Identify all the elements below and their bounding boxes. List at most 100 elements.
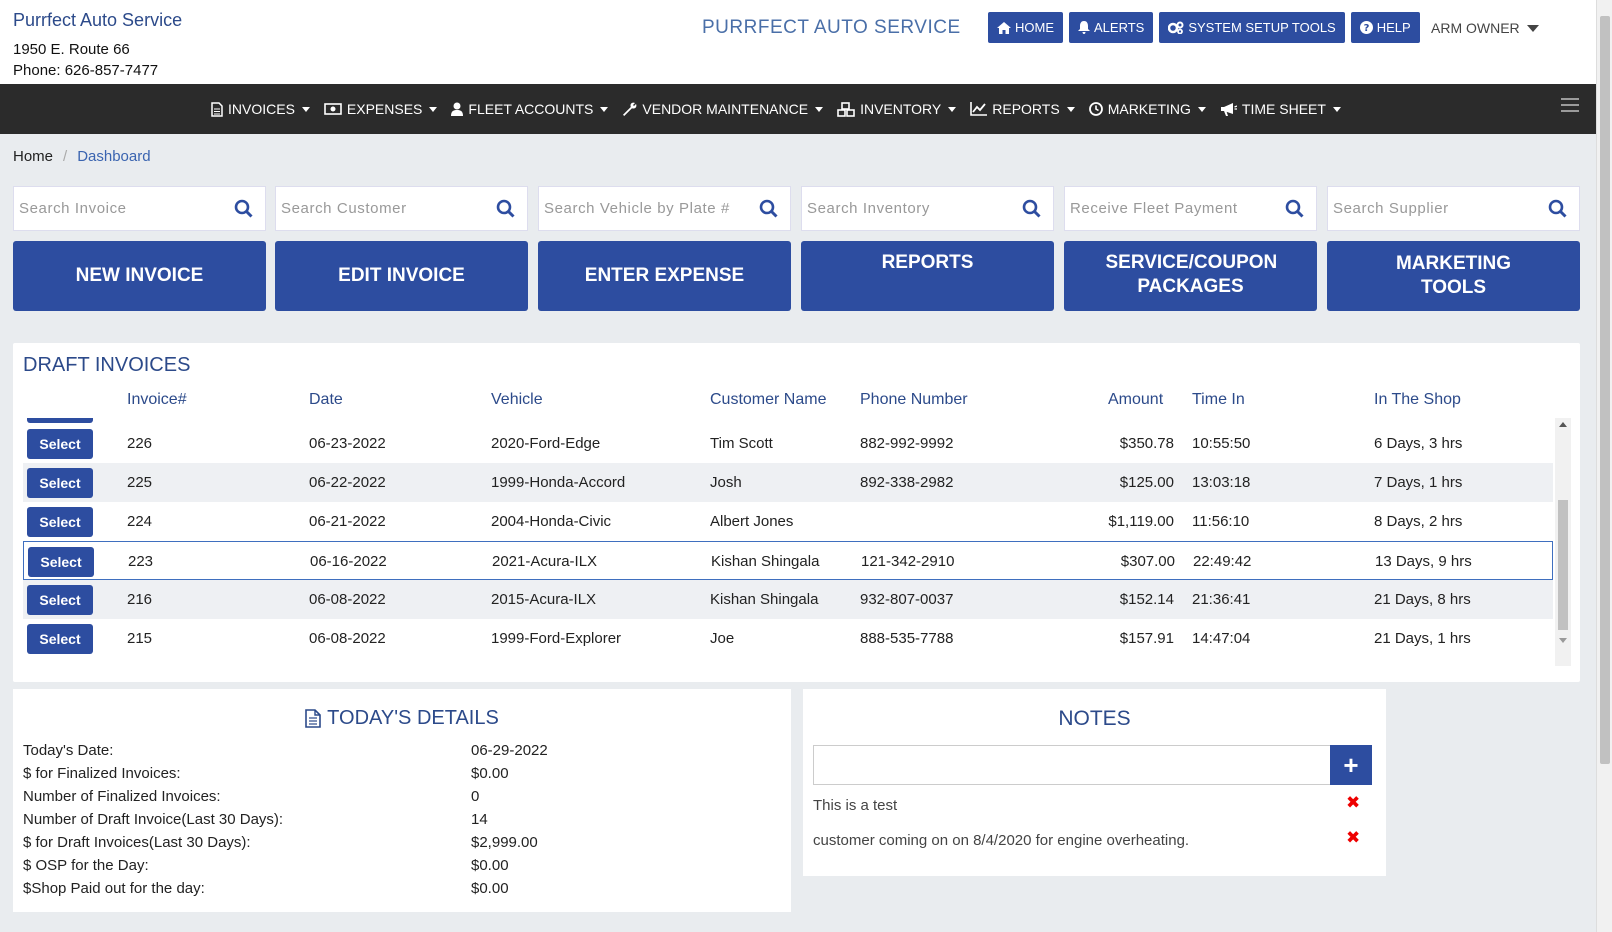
file-icon: [211, 101, 223, 117]
detail-label: Today's Date:: [23, 742, 114, 759]
nav-reports-label: REPORTS: [992, 101, 1060, 117]
search-icon[interactable]: [1548, 199, 1567, 218]
edit-invoice-label: EDIT INVOICE: [338, 265, 465, 286]
select-button[interactable]: Select: [27, 585, 93, 615]
cell-phone: 888-535-7788: [860, 630, 954, 647]
cell-time-in: 22:49:42: [1193, 553, 1252, 570]
new-invoice-button[interactable]: NEW INVOICE: [13, 241, 266, 311]
select-button[interactable]: Select: [27, 468, 93, 498]
cell-in-shop: 8 Days, 2 hrs: [1374, 513, 1463, 530]
help-button[interactable]: ? HELP: [1350, 12, 1420, 43]
note-input[interactable]: [813, 745, 1334, 785]
nav-expenses[interactable]: EXPENSES: [324, 101, 438, 117]
table-row[interactable]: Select 225 06-22-2022 1999-Honda-Accord …: [23, 463, 1553, 502]
cell-customer: Albert Jones: [710, 513, 794, 530]
system-setup-button[interactable]: SYSTEM SETUP TOOLS: [1159, 12, 1345, 43]
search-customer-input[interactable]: [276, 200, 491, 217]
question-circle-icon: ?: [1359, 21, 1373, 34]
nav-fleet-accounts[interactable]: FLEET ACCOUNTS: [451, 101, 609, 117]
page-scrollbar[interactable]: [1596, 0, 1612, 932]
cell-customer: Kishan Shingala: [710, 591, 819, 608]
cell-phone: 892-338-2982: [860, 474, 954, 491]
marketing-tools-button[interactable]: MARKETING TOOLS: [1327, 241, 1580, 311]
table-row[interactable]: Select 226 06-23-2022 2020-Ford-Edge Tim…: [23, 424, 1553, 463]
company-phone: Phone: 626-857-7477: [13, 62, 159, 79]
breadcrumb-separator: /: [63, 148, 68, 165]
cell-invoice: 223: [128, 553, 154, 570]
home-button[interactable]: HOME: [988, 12, 1063, 43]
delete-note-icon[interactable]: ✖: [1346, 828, 1361, 847]
column-header-vehicle: Vehicle: [491, 391, 543, 408]
bell-icon: [1078, 21, 1090, 34]
search-icon[interactable]: [759, 199, 778, 218]
nav-marketing[interactable]: MARKETING: [1088, 101, 1206, 117]
search-icon[interactable]: [234, 199, 253, 218]
table-scrollbar[interactable]: [1555, 418, 1571, 666]
breadcrumb-home[interactable]: Home: [13, 148, 54, 165]
user-menu[interactable]: ARM OWNER: [1431, 20, 1539, 36]
nav-time-sheet[interactable]: TIME SHEET: [1220, 101, 1341, 117]
table-row[interactable]: Select 224 06-21-2022 2004-Honda-Civic A…: [23, 502, 1553, 541]
nav-inventory[interactable]: INVENTORY: [837, 101, 957, 117]
select-button[interactable]: Select: [28, 547, 94, 577]
select-button-partial[interactable]: [27, 418, 93, 423]
scroll-down-icon[interactable]: [1559, 638, 1567, 643]
enter-expense-button[interactable]: ENTER EXPENSE: [538, 241, 791, 311]
nav-reports[interactable]: REPORTS: [970, 101, 1075, 117]
search-invoice-box: [13, 186, 266, 231]
cell-date: 06-16-2022: [310, 553, 387, 570]
nav-vendor-maintenance[interactable]: VENDOR MAINTENANCE: [622, 101, 824, 117]
detail-value: $2,999.00: [471, 834, 538, 851]
search-invoice-input[interactable]: [14, 200, 229, 217]
search-icon[interactable]: [1022, 199, 1041, 218]
hamburger-menu-icon[interactable]: [1561, 98, 1579, 116]
add-note-button[interactable]: +: [1330, 745, 1372, 785]
search-vehicle-input[interactable]: [539, 200, 754, 217]
help-label: HELP: [1376, 20, 1411, 35]
nav-invoices[interactable]: INVOICES: [211, 101, 310, 117]
top-buttons: HOME ALERTS SYSTEM SETUP TOOLS ? HELP: [988, 12, 1420, 43]
detail-value: $0.00: [471, 857, 509, 874]
select-button[interactable]: Select: [27, 429, 93, 459]
caret-down-icon: [1332, 106, 1341, 112]
table-row-selected[interactable]: Select 223 06-16-2022 2021-Acura-ILX Kis…: [23, 541, 1553, 580]
search-supplier-input[interactable]: [1328, 200, 1543, 217]
column-header-amount: Amount: [1108, 391, 1164, 408]
search-icon[interactable]: [496, 199, 515, 218]
cell-amount: $1,119.00: [1108, 513, 1174, 530]
select-button[interactable]: Select: [27, 624, 93, 654]
detail-label: Number of Draft Invoice(Last 30 Days):: [23, 811, 284, 828]
table-row[interactable]: Select 215 06-08-2022 1999-Ford-Explorer…: [23, 619, 1553, 658]
column-header-in-shop: In The Shop: [1374, 391, 1461, 408]
search-inventory-input[interactable]: [802, 200, 1017, 217]
cell-invoice: 216: [127, 591, 153, 608]
cell-vehicle: 2004-Honda-Civic: [491, 513, 612, 530]
cell-date: 06-21-2022: [309, 513, 386, 530]
fleet-payment-input[interactable]: [1065, 200, 1280, 217]
cell-customer: Tim Scott: [710, 435, 773, 452]
cell-amount: $152.14: [1119, 591, 1174, 608]
search-icon[interactable]: [1285, 199, 1304, 218]
reports-button[interactable]: REPORTS: [801, 241, 1054, 311]
scroll-up-icon[interactable]: [1559, 422, 1567, 427]
draft-invoices-title: DRAFT INVOICES: [23, 354, 191, 376]
cell-in-shop: 6 Days, 3 hrs: [1374, 435, 1463, 452]
search-supplier-box: [1327, 186, 1580, 231]
system-setup-label: SYSTEM SETUP TOOLS: [1188, 20, 1336, 35]
delete-note-icon[interactable]: ✖: [1346, 793, 1361, 812]
user-name: ARM OWNER: [1431, 20, 1520, 36]
nav-inventory-label: INVENTORY: [860, 101, 942, 117]
cell-in-shop: 21 Days, 1 hrs: [1374, 630, 1471, 647]
cell-phone: 121-342-2910: [861, 553, 955, 570]
detail-label: $ for Finalized Invoices:: [23, 765, 181, 782]
caret-down-icon: [1197, 106, 1206, 112]
cell-amount: $350.78: [1119, 435, 1174, 452]
scrollbar-thumb[interactable]: [1558, 500, 1568, 630]
select-button[interactable]: Select: [27, 507, 93, 537]
table-row[interactable]: Select 216 06-08-2022 2015-Acura-ILX Kis…: [23, 580, 1553, 619]
new-invoice-label: NEW INVOICE: [75, 265, 204, 286]
edit-invoice-button[interactable]: EDIT INVOICE: [275, 241, 528, 311]
alerts-button[interactable]: ALERTS: [1069, 12, 1154, 43]
service-coupon-packages-button[interactable]: SERVICE/COUPON PACKAGES: [1064, 241, 1317, 311]
nav-invoices-label: INVOICES: [228, 101, 295, 117]
